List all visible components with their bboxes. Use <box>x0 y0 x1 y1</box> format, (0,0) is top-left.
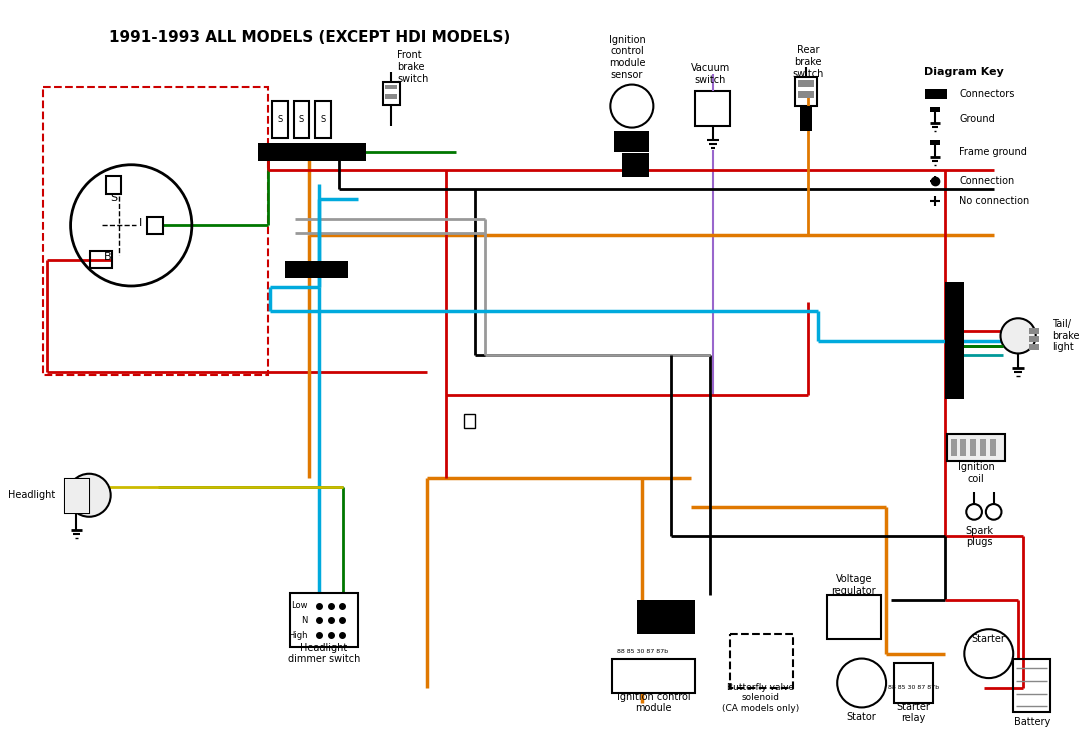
Text: Connection: Connection <box>959 177 1014 186</box>
Text: Headlight
dimmer switch: Headlight dimmer switch <box>288 643 360 664</box>
Bar <box>385 85 397 90</box>
Text: Ignition control
module: Ignition control module <box>616 692 691 714</box>
Bar <box>147 217 163 234</box>
Text: Starter
relay: Starter relay <box>897 702 930 723</box>
Bar <box>293 101 310 138</box>
Bar <box>951 438 956 456</box>
Bar <box>637 600 696 634</box>
Bar <box>1029 343 1039 349</box>
Bar <box>285 260 349 278</box>
Bar <box>696 91 729 126</box>
Bar <box>285 260 349 278</box>
Bar <box>612 658 696 693</box>
Text: S: S <box>110 193 118 203</box>
Text: Connectors: Connectors <box>959 89 1015 99</box>
Bar <box>970 438 976 456</box>
Text: Front
brake
switch: Front brake switch <box>397 50 428 84</box>
Text: Low: Low <box>290 601 308 610</box>
Bar <box>828 595 882 639</box>
Text: No connection: No connection <box>959 196 1029 206</box>
Text: Diagram Key: Diagram Key <box>925 67 1005 77</box>
Text: B: B <box>104 251 111 262</box>
Circle shape <box>1000 318 1036 354</box>
Text: I: I <box>139 218 142 228</box>
Bar <box>65 479 90 513</box>
Bar <box>980 438 986 456</box>
Bar <box>795 77 817 106</box>
Bar <box>65 479 90 513</box>
Bar <box>1029 328 1039 334</box>
Text: Ignition
coil: Ignition coil <box>958 462 995 483</box>
Bar <box>272 101 288 138</box>
Text: Butterfly valve
solenoid
(CA models only): Butterfly valve solenoid (CA models only… <box>722 683 800 713</box>
Circle shape <box>837 658 886 708</box>
Bar <box>945 282 965 399</box>
Bar <box>258 143 366 161</box>
Text: Rear
brake
switch: Rear brake switch <box>792 46 823 79</box>
Text: 88 85 30 87 87b: 88 85 30 87 87b <box>888 685 939 690</box>
Text: Starter: Starter <box>972 634 1006 644</box>
Text: Battery: Battery <box>1013 717 1050 727</box>
Bar <box>798 80 814 87</box>
Bar <box>385 94 397 99</box>
Circle shape <box>68 473 111 517</box>
Text: Headlight: Headlight <box>8 490 55 500</box>
Text: Voltage
regulator: Voltage regulator <box>832 574 876 596</box>
Text: S: S <box>277 115 283 124</box>
Bar <box>43 87 268 375</box>
Bar <box>925 90 946 99</box>
Text: N: N <box>301 616 308 625</box>
Bar <box>893 663 933 702</box>
Text: Spark
plugs: Spark plugs <box>965 526 993 547</box>
Text: Vacuum
switch: Vacuum switch <box>691 63 729 85</box>
Text: S: S <box>320 115 326 124</box>
Bar <box>106 177 122 194</box>
Text: Stator: Stator <box>847 712 876 723</box>
Bar <box>614 130 650 152</box>
Circle shape <box>965 629 1013 678</box>
Bar <box>729 634 793 688</box>
Bar <box>946 434 1006 461</box>
Bar <box>989 438 996 456</box>
Text: 1991-1993 ALL MODELS (EXCEPT HDI MODELS): 1991-1993 ALL MODELS (EXCEPT HDI MODELS) <box>109 30 509 45</box>
Bar <box>1029 336 1039 342</box>
Text: S: S <box>299 115 304 124</box>
Text: Frame ground: Frame ground <box>959 147 1027 157</box>
Bar <box>315 101 330 138</box>
Bar <box>798 91 814 98</box>
Bar <box>960 438 967 456</box>
Bar <box>1013 658 1050 712</box>
Bar <box>464 414 476 428</box>
Bar <box>91 251 111 269</box>
Text: Ground: Ground <box>959 114 995 123</box>
Bar <box>800 106 811 130</box>
Bar <box>383 82 400 105</box>
Text: 88 85 30 87 87b: 88 85 30 87 87b <box>617 649 668 654</box>
Text: High: High <box>288 631 308 640</box>
Bar <box>930 107 940 112</box>
Bar <box>623 153 650 177</box>
Text: Tail/
brake
light: Tail/ brake light <box>1052 319 1079 352</box>
Bar <box>930 141 940 145</box>
Bar <box>289 593 358 647</box>
Text: Ignition
control
module
sensor: Ignition control module sensor <box>609 35 645 79</box>
